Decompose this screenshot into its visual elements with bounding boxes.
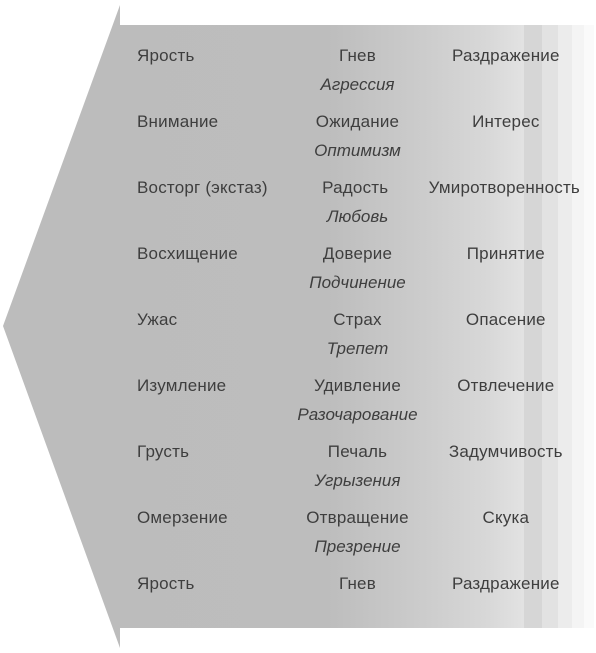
emotion-text-layer: ЯростьГневРаздражениеАгрессияВниманиеОжи… [135, 40, 580, 600]
emotion-dyad-row: Трепет [135, 336, 580, 370]
emotion-cell: Ярость [135, 574, 283, 594]
emotion-cell: Раздражение [432, 574, 580, 594]
emotion-triad-row: ОмерзениеОтвращениеСкука [135, 502, 580, 534]
emotion-triad-row: УжасСтрахОпасение [135, 304, 580, 336]
emotion-triad-row: ГрустьПечальЗадумчивость [135, 436, 580, 468]
emotion-cell: Принятие [432, 244, 580, 264]
emotion-cell: Изумление [135, 376, 283, 396]
emotion-cell: Раздражение [432, 46, 580, 66]
emotion-cell: Печаль [283, 442, 431, 462]
emotion-dyad-row: Подчинение [135, 270, 580, 304]
emotion-cell: Омерзение [135, 508, 283, 528]
emotion-cell: Ярость [135, 46, 283, 66]
emotion-cell: Гнев [283, 574, 431, 594]
emotion-cell: Радость [282, 178, 429, 198]
emotion-dyad-row: Презрение [135, 534, 580, 568]
emotion-cell: Задумчивость [432, 442, 580, 462]
emotion-cell: Гнев [283, 46, 431, 66]
emotion-cell: Отвращение [283, 508, 431, 528]
emotion-triad-row: ВосхищениеДовериеПринятие [135, 238, 580, 270]
emotion-cell: Страх [283, 310, 431, 330]
emotion-cell: Грусть [135, 442, 283, 462]
emotion-triad-row: ВниманиеОжиданиеИнтерес [135, 106, 580, 138]
emotion-cell: Внимание [135, 112, 283, 132]
emotion-cell: Ожидание [283, 112, 431, 132]
emotion-cell: Восхищение [135, 244, 283, 264]
emotion-cell: Отвлечение [432, 376, 580, 396]
emotion-cell: Опасение [432, 310, 580, 330]
emotion-dyad-row: Любовь [135, 204, 580, 238]
emotion-cell: Доверие [283, 244, 431, 264]
emotion-dyad-row: Угрызения [135, 468, 580, 502]
emotion-dyad-row: Оптимизм [135, 138, 580, 172]
emotion-dyad-row: Разочарование [135, 402, 580, 436]
emotion-cell: Интерес [432, 112, 580, 132]
emotion-cell: Удивление [283, 376, 431, 396]
diagram-root: ЯростьГневРаздражениеАгрессияВниманиеОжи… [0, 0, 596, 653]
emotion-triad-row: ЯростьГневРаздражение [135, 40, 580, 72]
emotion-cell: Скука [432, 508, 580, 528]
emotion-triad-row: ИзумлениеУдивлениеОтвлечение [135, 370, 580, 402]
emotion-triad-row: Восторг (экстаз)РадостьУмиротворенность [135, 172, 580, 204]
emotion-dyad-row: Агрессия [135, 72, 580, 106]
emotion-cell: Восторг (экстаз) [135, 178, 282, 198]
emotion-triad-row: ЯростьГневРаздражение [135, 568, 580, 600]
emotion-cell: Умиротворенность [429, 178, 580, 198]
emotion-cell: Ужас [135, 310, 283, 330]
